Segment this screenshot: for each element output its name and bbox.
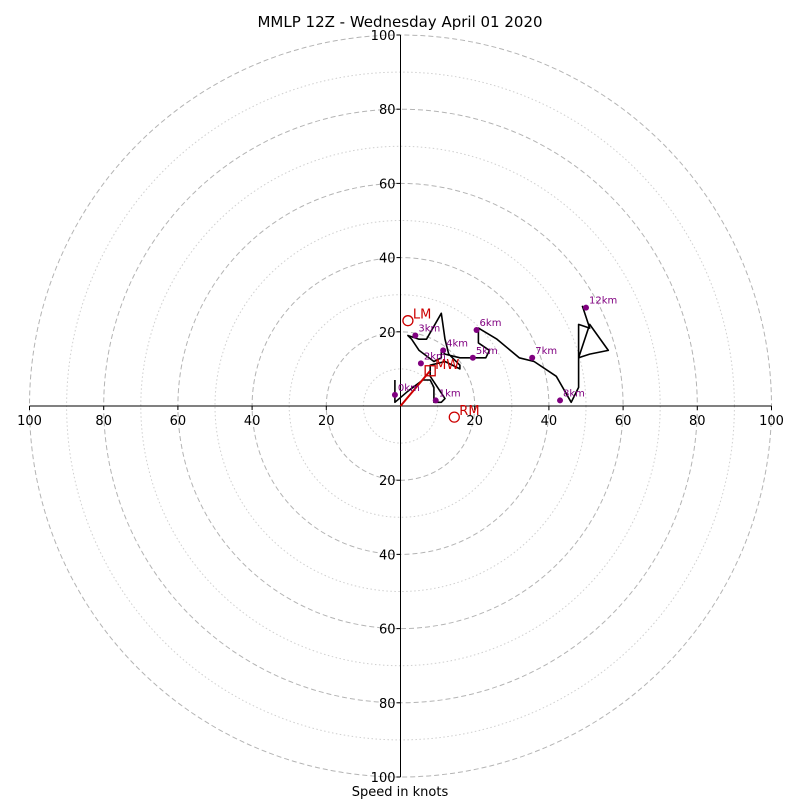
tick-label: 100 (371, 771, 396, 786)
height-label: 2km (424, 351, 446, 362)
height-point (583, 304, 589, 311)
tick-label: 40 (379, 548, 396, 563)
storm-motion-label: MW (435, 358, 459, 373)
tick-label: 80 (379, 697, 396, 712)
height-label: 3km (418, 324, 440, 335)
height-label: 0km (398, 383, 420, 394)
height-label: 5km (476, 346, 498, 357)
tick-label: 60 (170, 414, 187, 429)
height-label: 12km (589, 296, 617, 307)
height-label: 6km (480, 318, 502, 329)
tick-label: 20 (318, 414, 335, 429)
tick-label: 20 (379, 326, 396, 341)
height-point (529, 354, 536, 361)
tick-label: 100 (759, 414, 784, 429)
height-label: 7km (535, 346, 557, 357)
hodograph-trace (394, 305, 610, 404)
tick-label: 60 (615, 414, 632, 429)
tick-label: 80 (379, 103, 396, 118)
storm-motion-marker (424, 365, 436, 377)
height-markers: 0km 1km 2km 3km 4km 5km 6km 7km 8km 12km (391, 296, 617, 404)
tick-label: 20 (466, 414, 483, 429)
storm-motion-markers: LM MW RM (399, 308, 480, 423)
height-point (432, 397, 439, 404)
tick-label: 40 (379, 252, 396, 267)
wind-trace-line (394, 305, 610, 404)
storm-motion-label: RM (459, 404, 479, 419)
storm-motion-marker (448, 411, 460, 423)
x-axis-label: Speed in knots (352, 785, 449, 800)
height-label: 4km (446, 338, 468, 349)
axis-ticks: 20 20 20 20 40 40 40 40 60 60 60 60 80 80 80 80 100 100 10… (17, 29, 784, 786)
height-point (417, 360, 424, 367)
height-point (391, 391, 398, 398)
mean-wind-vector (399, 370, 431, 407)
tick-label: 100 (371, 29, 396, 44)
height-point (440, 347, 447, 354)
storm-motion-label: LM (413, 308, 431, 323)
tick-label: 80 (689, 414, 706, 429)
chart-title: MMLP 12Z - Wednesday April 01 2020 (257, 13, 542, 31)
tick-label: 40 (244, 414, 261, 429)
tick-label: 60 (379, 177, 396, 192)
tick-label: 80 (95, 414, 112, 429)
height-label: 8km (563, 388, 585, 399)
tick-label: 40 (541, 414, 558, 429)
storm-motion-marker (402, 315, 414, 327)
height-point (557, 397, 564, 404)
height-point (473, 326, 480, 333)
height-point (469, 354, 476, 361)
height-point (412, 332, 419, 339)
height-label: 1km (439, 388, 461, 399)
tick-label: 100 (17, 414, 42, 429)
tick-label: 60 (379, 623, 396, 638)
tick-label: 20 (379, 474, 396, 489)
